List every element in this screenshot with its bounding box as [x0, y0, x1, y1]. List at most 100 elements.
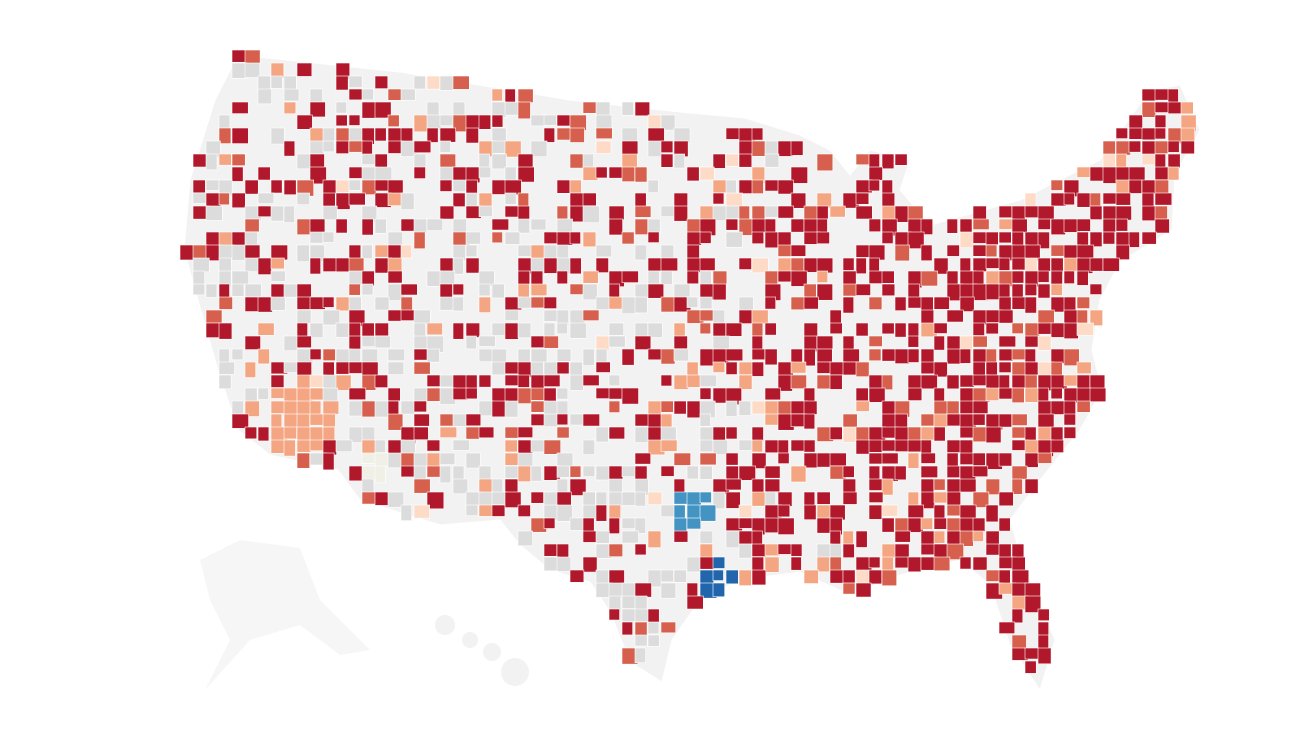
county	[595, 361, 611, 373]
county	[855, 400, 870, 412]
county	[1050, 439, 1064, 453]
county	[322, 231, 335, 243]
county	[1011, 465, 1028, 480]
county	[998, 374, 1010, 389]
county	[647, 270, 660, 285]
county	[556, 127, 572, 141]
county	[1037, 231, 1050, 249]
county	[1024, 478, 1039, 494]
county	[868, 296, 883, 310]
county	[556, 543, 569, 558]
county	[517, 244, 533, 257]
county	[1102, 218, 1116, 233]
county	[1115, 127, 1128, 139]
county	[374, 296, 390, 311]
county	[816, 517, 833, 534]
county	[413, 140, 432, 154]
county	[764, 413, 780, 426]
county	[764, 218, 776, 233]
county	[790, 218, 805, 233]
county	[1011, 374, 1027, 389]
county	[738, 205, 750, 220]
county	[933, 556, 951, 571]
county	[1076, 296, 1090, 309]
county	[218, 361, 235, 375]
county	[634, 335, 652, 350]
county	[244, 400, 260, 417]
county	[491, 322, 506, 336]
county	[556, 244, 569, 259]
county	[283, 335, 298, 352]
county	[699, 166, 715, 181]
county	[257, 88, 272, 105]
county	[257, 257, 272, 275]
county	[1063, 426, 1077, 439]
county	[1050, 218, 1066, 236]
county	[465, 179, 478, 195]
county	[569, 374, 584, 391]
county	[933, 491, 948, 504]
county	[543, 309, 558, 322]
county	[699, 257, 716, 271]
county	[998, 543, 1012, 558]
county	[1076, 400, 1091, 413]
county	[595, 465, 610, 481]
county	[985, 569, 1001, 582]
county	[855, 257, 867, 275]
county	[907, 205, 924, 220]
county	[257, 205, 273, 218]
county	[998, 348, 1014, 362]
county	[621, 270, 639, 283]
county	[361, 348, 378, 363]
county	[686, 361, 699, 376]
county	[361, 335, 376, 348]
county	[777, 517, 795, 535]
county	[348, 179, 361, 191]
county	[608, 504, 622, 519]
county	[634, 647, 646, 664]
county	[907, 218, 922, 234]
county	[764, 556, 780, 573]
county	[569, 231, 581, 245]
county	[868, 270, 884, 284]
county	[933, 296, 950, 310]
county	[465, 504, 479, 517]
county	[504, 205, 519, 218]
county	[647, 114, 662, 129]
county	[296, 114, 313, 130]
county	[426, 374, 441, 387]
county	[309, 322, 324, 338]
county	[881, 504, 899, 517]
county	[335, 101, 347, 114]
county	[608, 608, 620, 621]
county	[1076, 166, 1092, 178]
county	[699, 322, 711, 335]
county	[621, 127, 638, 143]
county	[296, 322, 308, 338]
county	[998, 205, 1013, 219]
county	[985, 504, 999, 523]
county	[608, 322, 625, 336]
county	[868, 179, 880, 192]
county	[621, 530, 639, 544]
county	[413, 231, 426, 250]
hawaii-island	[462, 632, 478, 648]
county	[634, 543, 647, 556]
county	[751, 452, 767, 469]
county	[725, 192, 743, 209]
county	[816, 374, 833, 390]
county	[1154, 205, 1168, 220]
county	[426, 439, 441, 452]
county	[1076, 361, 1092, 375]
county	[920, 348, 935, 365]
county	[426, 218, 443, 231]
county	[959, 478, 977, 493]
county	[1167, 153, 1181, 169]
county	[413, 114, 428, 133]
county	[699, 387, 712, 400]
county	[387, 309, 403, 322]
county	[790, 140, 804, 156]
county	[647, 634, 660, 647]
county	[1037, 283, 1051, 299]
county	[933, 400, 948, 416]
